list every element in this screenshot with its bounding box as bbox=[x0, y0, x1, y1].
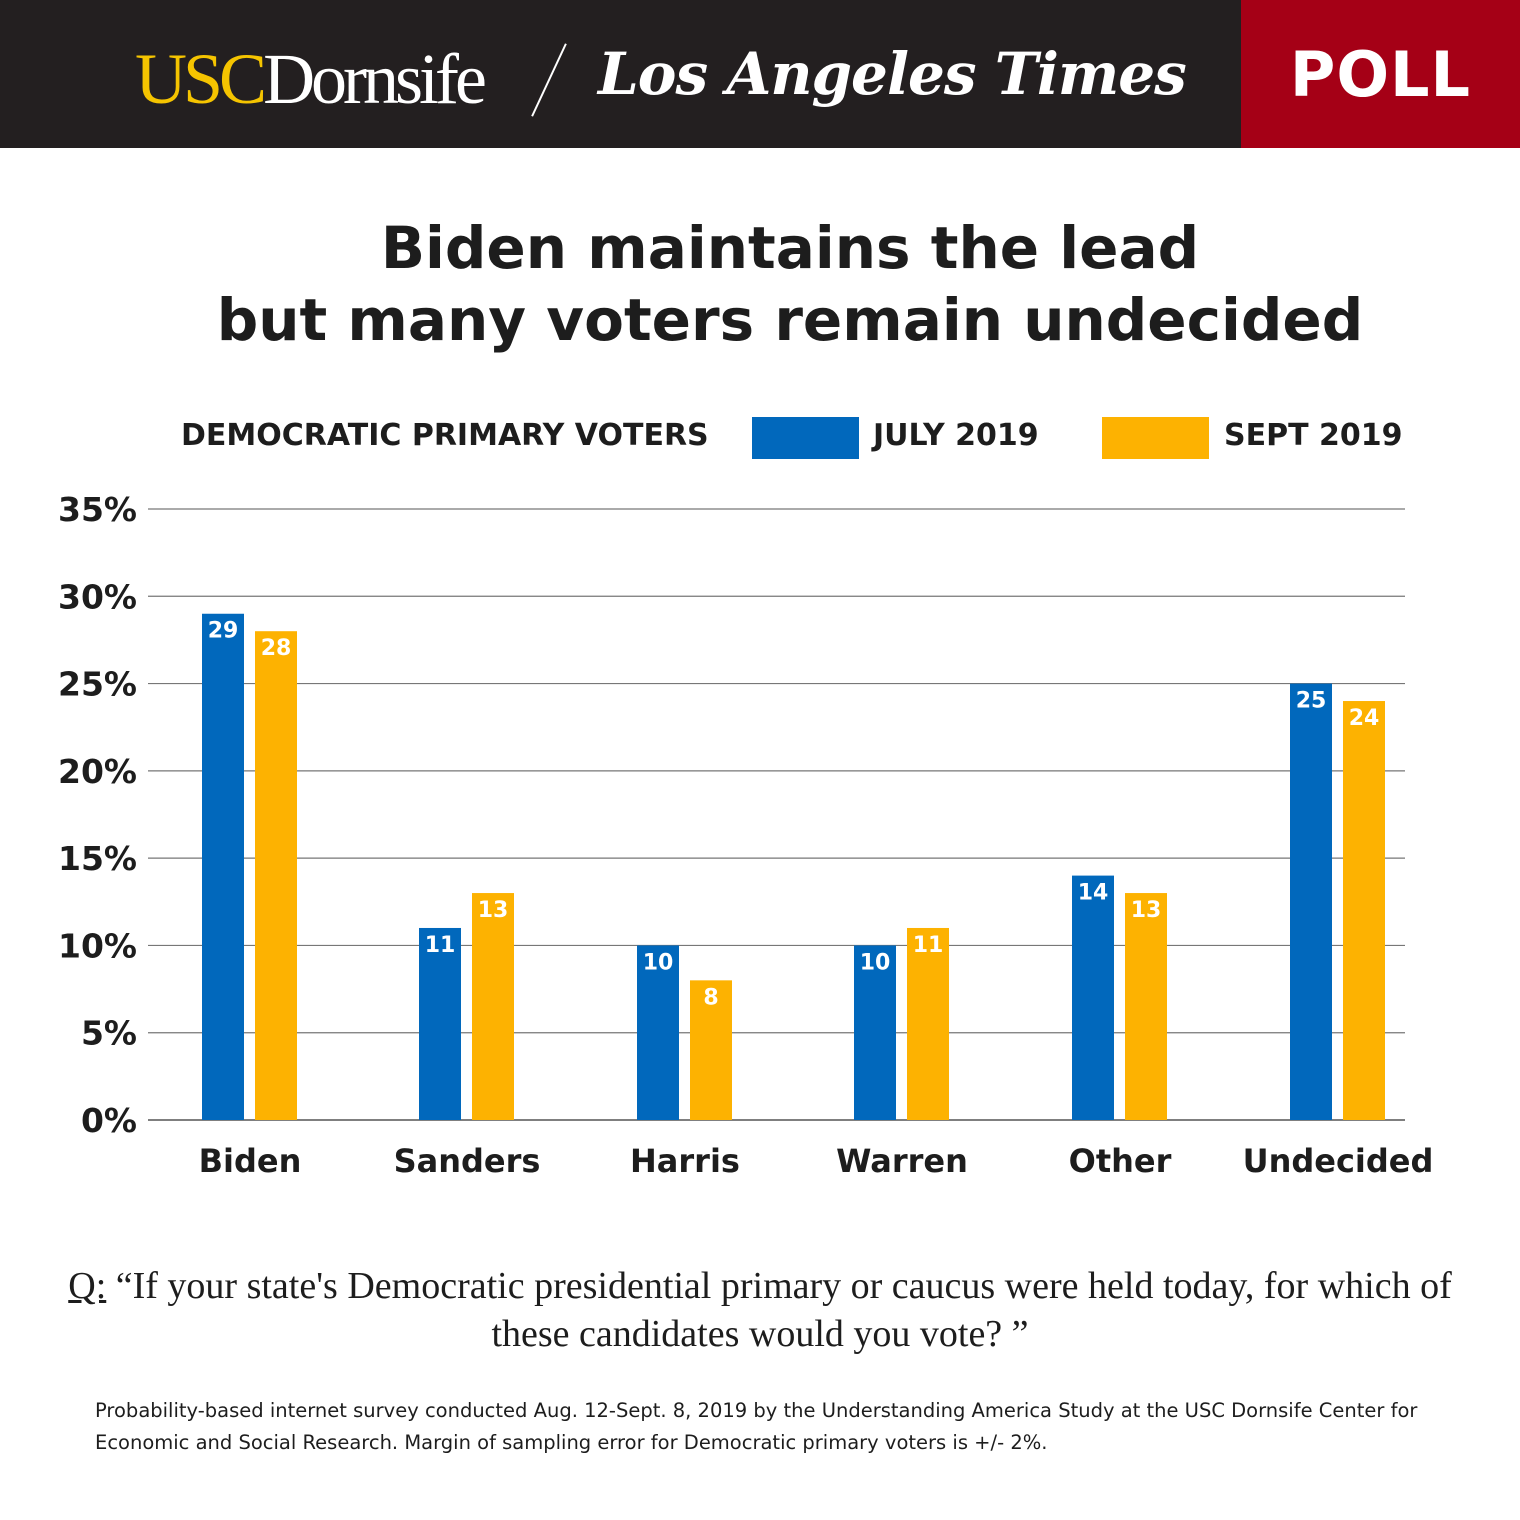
bar-july-undecided bbox=[1290, 683, 1332, 1120]
bar-sept-sanders bbox=[472, 893, 514, 1120]
chart-title: Biden maintains the lead but many voters… bbox=[0, 212, 1520, 356]
data-label: 11 bbox=[425, 933, 456, 958]
data-label: 13 bbox=[478, 898, 509, 923]
bar-sept-harris bbox=[690, 980, 732, 1120]
survey-question: Q: “If your state's Democratic president… bbox=[60, 1262, 1460, 1358]
data-label: 10 bbox=[860, 950, 891, 975]
y-tick-label: 25% bbox=[58, 665, 137, 704]
data-label: 10 bbox=[643, 950, 674, 975]
bar-july-biden bbox=[202, 613, 244, 1120]
legend-swatch-july bbox=[752, 417, 859, 459]
bar-july-harris bbox=[637, 945, 679, 1120]
data-label: 28 bbox=[261, 636, 292, 661]
bar-july-warren bbox=[854, 945, 896, 1120]
y-tick-label: 15% bbox=[58, 839, 137, 878]
y-tick-label: 5% bbox=[81, 1014, 137, 1053]
bar-sept-biden bbox=[255, 631, 297, 1120]
bar-sept-warren bbox=[907, 927, 949, 1120]
data-label: 29 bbox=[208, 619, 239, 644]
x-tick-label: Undecided bbox=[1243, 1142, 1434, 1180]
bar-sept-undecided bbox=[1343, 701, 1385, 1120]
x-tick-label: Other bbox=[1069, 1142, 1172, 1180]
y-tick-label: 30% bbox=[58, 577, 137, 616]
chart-title-line1: Biden maintains the lead bbox=[380, 214, 1200, 282]
y-tick-label: 35% bbox=[58, 490, 137, 529]
chart-title-line2: but many voters remain undecided bbox=[216, 286, 1364, 354]
logo-dornsife-text: Dornsife bbox=[263, 39, 487, 119]
data-label: 25 bbox=[1296, 689, 1327, 714]
y-tick-label: 10% bbox=[58, 926, 137, 965]
x-tick-label: Harris bbox=[630, 1142, 740, 1180]
data-label: 24 bbox=[1349, 706, 1380, 731]
bar-sept-other bbox=[1125, 893, 1167, 1120]
logo-usc-text: USC bbox=[135, 39, 267, 119]
x-tick-label: Sanders bbox=[394, 1142, 541, 1180]
x-tick-label: Warren bbox=[836, 1142, 968, 1180]
bar-july-other bbox=[1072, 875, 1114, 1120]
data-label: 14 bbox=[1078, 881, 1109, 906]
poll-badge: POLL bbox=[1241, 0, 1520, 148]
question-prefix: Q: bbox=[68, 1265, 107, 1307]
data-label: 8 bbox=[703, 985, 718, 1010]
usc-dornsife-logo: USCDornsife bbox=[135, 38, 487, 121]
la-times-logo: Los Angeles Times bbox=[598, 40, 1187, 108]
legend-swatch-sept bbox=[1102, 417, 1209, 459]
y-tick-label: 0% bbox=[81, 1101, 137, 1140]
legend-label-sept: SEPT 2019 bbox=[1224, 418, 1403, 453]
methodology-note: Probability-based internet survey conduc… bbox=[95, 1399, 1418, 1454]
subgroup-label: DEMOCRATIC PRIMARY VOTERS bbox=[181, 418, 709, 453]
data-label: 11 bbox=[913, 933, 944, 958]
question-text: “If your state's Democratic presidential… bbox=[115, 1265, 1452, 1355]
y-tick-label: 20% bbox=[58, 752, 137, 791]
bar-july-sanders bbox=[419, 927, 461, 1120]
legend-label-july: JULY 2019 bbox=[873, 418, 1039, 453]
data-label: 13 bbox=[1131, 898, 1162, 923]
x-tick-label: Biden bbox=[199, 1142, 302, 1180]
header-bar: USCDornsife Los Angeles Times POLL bbox=[0, 0, 1520, 148]
